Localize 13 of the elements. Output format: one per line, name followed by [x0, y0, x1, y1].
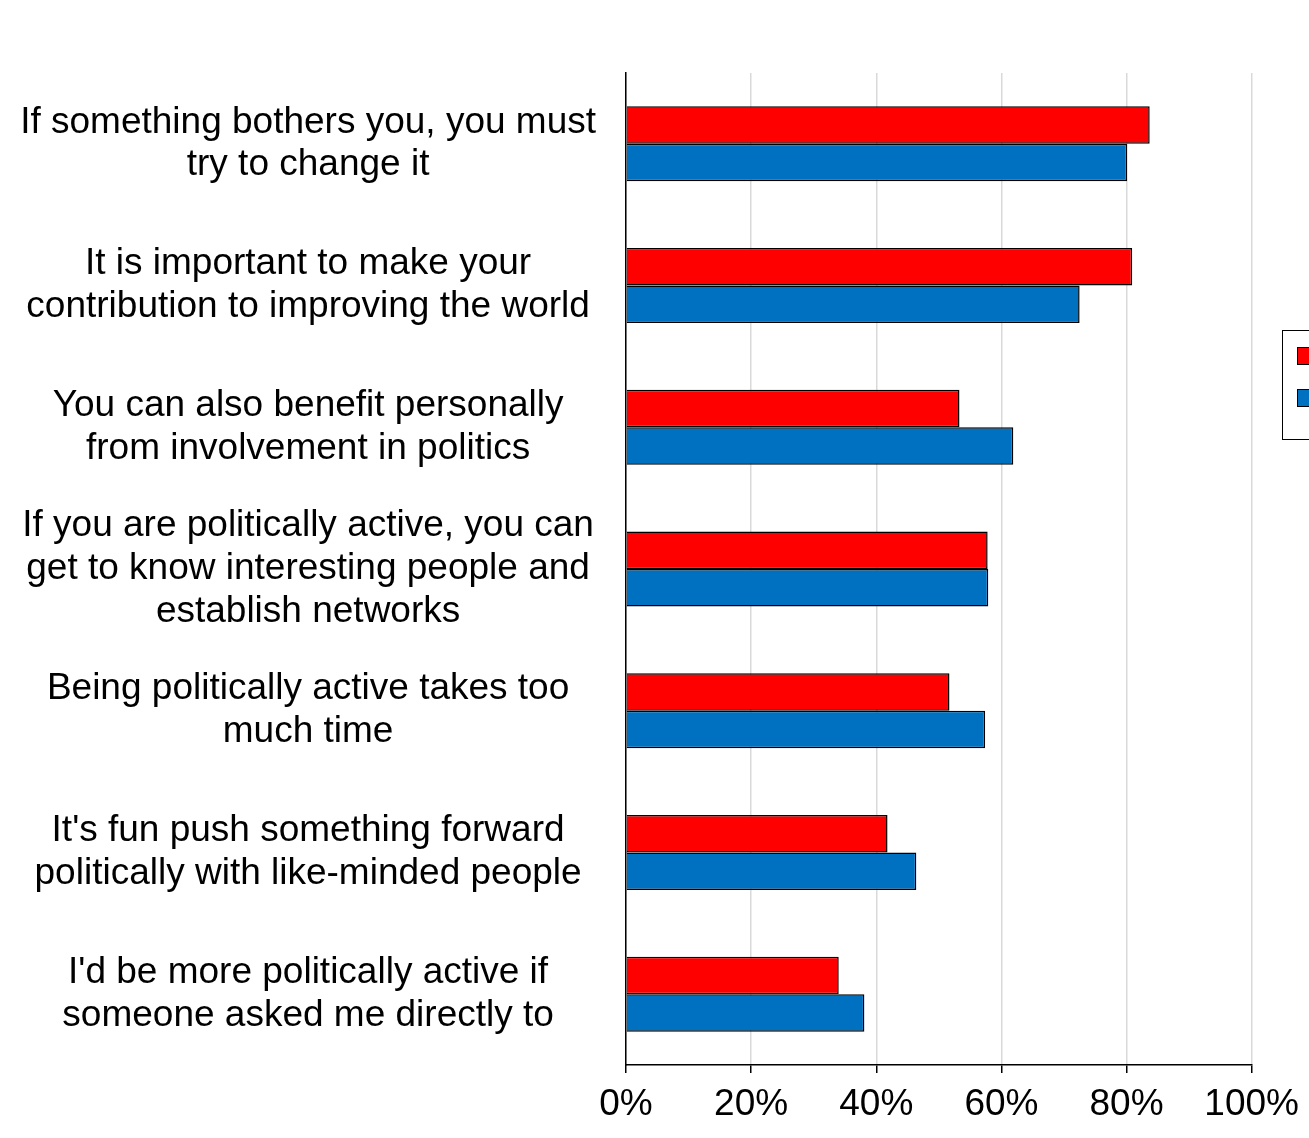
y-tick-label: If you are politically active, you can get to know interesting people and establish networks: [22, 503, 594, 631]
x-tick-label: 60%: [964, 1082, 1039, 1124]
x-tick-label: 80%: [1089, 1082, 1164, 1124]
y-tick-label: It's fun push something forward politically with like-minded people: [34, 808, 582, 893]
x-tick-label: 100%: [1204, 1082, 1299, 1124]
x-tick-label: 0%: [599, 1082, 653, 1124]
y-tick-label: If something bothers you, you must try to change it: [20, 99, 597, 184]
y-tick-label: I'd be more politically active if someone asked me directly to: [62, 949, 554, 1034]
y-tick-label: You can also benefit personally from involvement in politics: [52, 383, 564, 467]
y-tick-label: It is important to make your contribution to improving the world: [26, 241, 590, 326]
x-tick-label: 20%: [714, 1082, 789, 1124]
x-tick-label: 40%: [839, 1082, 914, 1124]
y-tick-label: Being politically active takes too much time: [46, 666, 570, 751]
